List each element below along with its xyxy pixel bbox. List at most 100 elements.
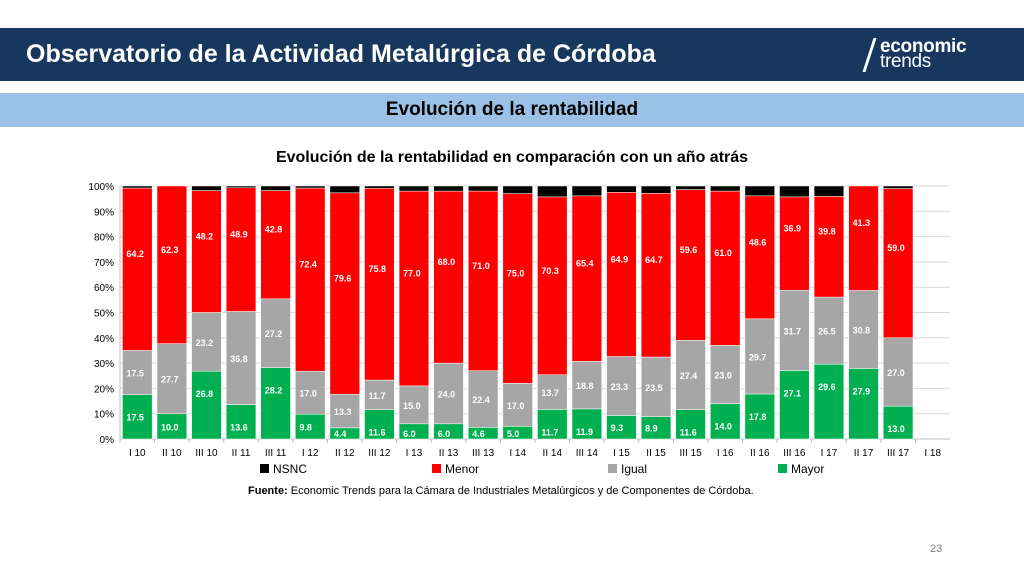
x-tick-label: III 15 <box>680 448 703 459</box>
bar-segment-menor <box>744 195 775 320</box>
data-label-mayor: 26.8 <box>196 389 214 399</box>
legend-label-igual: Igual <box>621 462 647 476</box>
data-label-igual: 23.0 <box>714 370 732 380</box>
data-label-mayor: 27.9 <box>853 386 871 396</box>
data-label-igual: 18.8 <box>576 381 594 391</box>
y-tick-label: 100% <box>88 182 114 193</box>
y-tick-label: 20% <box>94 384 114 395</box>
bar-segment-igual <box>329 393 360 429</box>
bar-segment-menor <box>295 187 326 372</box>
data-label-menor: 75.8 <box>369 264 387 274</box>
bar-segment-nsnc <box>191 185 222 191</box>
x-tick-label: III 11 <box>265 448 287 459</box>
x-tick-label: II 12 <box>335 448 355 459</box>
bar-segment-mayor <box>710 403 741 440</box>
legend-label-menor: Menor <box>445 462 479 476</box>
bar-segment-nsnc <box>813 185 845 197</box>
x-tick-label: III 17 <box>887 448 910 459</box>
data-label-menor: 65.4 <box>576 259 594 269</box>
data-label-menor: 36.9 <box>784 224 802 234</box>
data-label-menor: 41.3 <box>853 218 871 228</box>
bar-segment-nsnc <box>122 185 153 189</box>
bar-segment-nsnc <box>260 185 291 191</box>
data-label-igual: 29.7 <box>749 352 767 362</box>
data-label-igual: 17.0 <box>507 401 525 411</box>
data-label-mayor: 11.7 <box>541 427 558 437</box>
y-tick-label: 70% <box>94 258 114 269</box>
bar-segment-menor <box>156 185 187 344</box>
bar-segment-menor <box>606 192 637 357</box>
data-label-mayor: 11.6 <box>680 428 697 438</box>
bar-segment-igual <box>433 362 464 425</box>
bar-segment-igual <box>502 383 533 427</box>
data-label-mayor: 11.6 <box>369 428 386 438</box>
logo-text-trends: trends <box>880 51 932 72</box>
bar-segment-mayor <box>156 413 187 440</box>
data-label-igual: 36.8 <box>230 354 248 364</box>
x-tick-label: III 13 <box>472 448 495 459</box>
bar-segment-igual <box>848 290 879 369</box>
data-label-igual: 13.7 <box>541 388 559 398</box>
data-label-menor: 62.3 <box>161 245 179 255</box>
bar-segment-menor <box>502 193 533 384</box>
y-tick-label: 40% <box>94 334 114 345</box>
data-label-mayor: 4.6 <box>472 429 485 439</box>
bar-segment-nsnc <box>606 185 637 193</box>
bar-segment-nsnc <box>675 185 706 190</box>
bar-segment-menor <box>260 190 291 300</box>
data-label-menor: 39.8 <box>818 227 836 237</box>
data-label-mayor: 5.0 <box>507 429 520 439</box>
legend-label-mayor: Mayor <box>791 462 824 476</box>
data-label-igual: 23.2 <box>196 338 214 348</box>
data-label-igual: 11.7 <box>369 391 386 401</box>
data-label-mayor: 29.6 <box>818 382 836 392</box>
legend-swatch-nsnc <box>260 464 269 473</box>
y-tick-label: 90% <box>94 207 114 218</box>
bar-segment-mayor <box>779 370 810 440</box>
bar-segment-nsnc <box>398 185 430 192</box>
bar-segment-igual <box>606 356 637 416</box>
data-label-igual: 22.4 <box>472 395 490 405</box>
data-label-igual: 17.5 <box>126 369 144 379</box>
bar-segment-igual <box>640 356 672 417</box>
data-label-igual: 15.0 <box>403 401 421 411</box>
data-label-mayor: 13.0 <box>887 424 905 434</box>
bar-segment-igual <box>225 311 257 405</box>
data-label-menor: 79.6 <box>334 274 352 284</box>
x-tick-label: I 18 <box>924 448 941 459</box>
x-tick-label: II 17 <box>854 448 874 459</box>
bar-segment-menor <box>433 190 464 364</box>
y-tick-label: 10% <box>94 410 114 421</box>
bar-segment-igual <box>883 337 914 407</box>
data-label-mayor: 6.0 <box>403 429 416 439</box>
data-label-igual: 23.5 <box>645 383 663 393</box>
data-label-igual: 23.3 <box>611 382 629 392</box>
bar-segment-mayor <box>364 409 395 440</box>
legend-swatch-igual <box>608 464 617 473</box>
y-tick-label: 50% <box>94 309 114 320</box>
x-tick-label: II 14 <box>543 448 563 459</box>
source-note: Fuente: Economic Trends para la Cámara d… <box>248 485 754 497</box>
data-label-mayor: 4.4 <box>334 429 347 439</box>
bar-segment-igual <box>537 374 568 410</box>
x-tick-label: I 14 <box>509 448 526 459</box>
bar-segment-igual <box>571 361 602 410</box>
stacked-bar-chart: 0% 10% 20% 30% 40% 50% 60% 70% 80% 90% 100% I 10 II … <box>88 182 950 476</box>
bar-segment-nsnc <box>468 185 499 192</box>
bar-segment-mayor <box>191 370 222 440</box>
bar-segment-menor <box>675 189 706 341</box>
logo-slash-icon <box>862 38 877 72</box>
data-label-menor: 42.8 <box>265 225 283 235</box>
bar-segment-menor <box>537 196 568 375</box>
data-label-menor: 68.0 <box>438 257 456 267</box>
data-label-mayor: 14.0 <box>714 422 732 432</box>
x-tick-label: II 16 <box>750 448 770 459</box>
data-label-menor: 48.6 <box>749 237 767 247</box>
data-label-igual: 27.4 <box>680 371 698 381</box>
bar-segment-nsnc <box>571 185 602 197</box>
bar-segment-nsnc <box>225 185 257 189</box>
data-label-igual: 24.0 <box>438 389 456 399</box>
economic-trends-logo: economic trends <box>862 36 1002 76</box>
page-title: Observatorio de la Actividad Metalúrgica… <box>26 40 656 68</box>
data-label-menor: 70.3 <box>541 266 559 276</box>
